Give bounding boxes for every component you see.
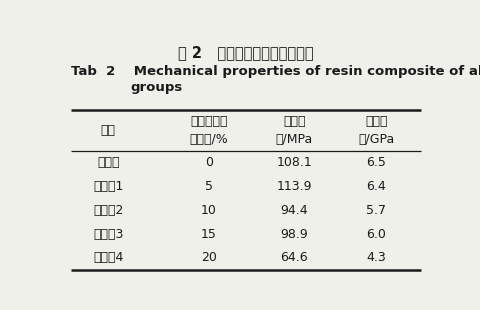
Text: 实验组4: 实验组4 <box>93 251 123 264</box>
Text: 20: 20 <box>201 251 217 264</box>
Text: 量分数/%: 量分数/% <box>190 133 228 146</box>
Text: 6.0: 6.0 <box>366 228 386 241</box>
Text: 抗菌填料质: 抗菌填料质 <box>190 115 228 128</box>
Text: 0: 0 <box>205 156 213 169</box>
Text: 108.1: 108.1 <box>276 156 312 169</box>
Text: 15: 15 <box>201 228 217 241</box>
Text: 度/MPa: 度/MPa <box>276 133 313 146</box>
Text: 表 2   各组复合树脂的力学性能: 表 2 各组复合树脂的力学性能 <box>178 46 314 60</box>
Text: 5: 5 <box>205 180 213 193</box>
Text: 94.4: 94.4 <box>280 204 308 217</box>
Text: Tab  2    Mechanical properties of resin composite of all the: Tab 2 Mechanical properties of resin com… <box>71 65 480 78</box>
Text: 弹性模: 弹性模 <box>365 115 387 128</box>
Text: 64.6: 64.6 <box>280 251 308 264</box>
Text: 10: 10 <box>201 204 217 217</box>
Text: groups: groups <box>131 81 183 94</box>
Text: 113.9: 113.9 <box>276 180 312 193</box>
Text: 实验组2: 实验组2 <box>93 204 123 217</box>
Text: 6.4: 6.4 <box>366 180 386 193</box>
Text: 6.5: 6.5 <box>366 156 386 169</box>
Text: 4.3: 4.3 <box>366 251 386 264</box>
Text: 弯曲强: 弯曲强 <box>283 115 306 128</box>
Text: 组别: 组别 <box>101 124 116 137</box>
Text: 实验组1: 实验组1 <box>93 180 123 193</box>
Text: 量/GPa: 量/GPa <box>358 133 395 146</box>
Text: 5.7: 5.7 <box>366 204 386 217</box>
Text: 对照组: 对照组 <box>97 156 120 169</box>
Text: 98.9: 98.9 <box>280 228 308 241</box>
Text: 实验组3: 实验组3 <box>93 228 123 241</box>
